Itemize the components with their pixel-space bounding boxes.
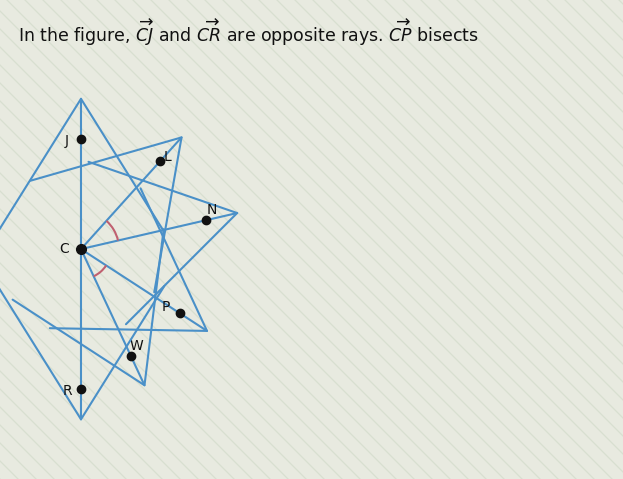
Text: W: W <box>130 339 144 353</box>
Text: R: R <box>62 384 72 398</box>
Text: C: C <box>59 242 69 256</box>
Text: In the figure, $\overrightarrow{CJ}$ and $\overrightarrow{CR}$ are opposite rays: In the figure, $\overrightarrow{CJ}$ and… <box>18 18 479 48</box>
Text: P: P <box>162 300 170 314</box>
Text: N: N <box>206 203 217 217</box>
Text: L: L <box>164 150 172 164</box>
Text: J: J <box>65 134 69 148</box>
